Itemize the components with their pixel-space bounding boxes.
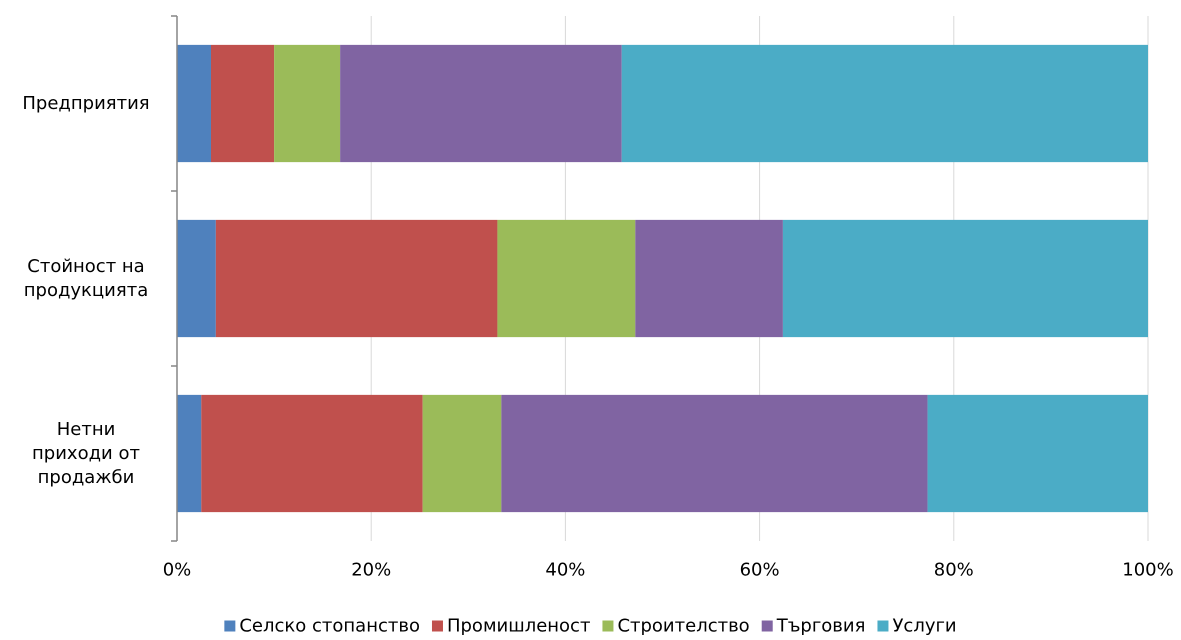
- legend-swatch: [877, 620, 889, 632]
- bar-segment: [215, 219, 498, 338]
- category-label: Стойност на: [27, 256, 144, 277]
- category-labels: Предприятия Стойност на продукцията Нетни пр…: [22, 93, 149, 488]
- bar-segment: [422, 394, 502, 513]
- category-label: приходи от: [32, 443, 140, 464]
- bar-segment: [927, 394, 1148, 513]
- legend-label: Търговия: [776, 616, 866, 637]
- axes-group: [171, 15, 178, 542]
- bar-segment: [621, 44, 1148, 163]
- bar-segment: [782, 219, 1148, 338]
- bar-segment: [177, 44, 211, 163]
- bars-group: [177, 44, 1148, 513]
- bar-segment: [501, 394, 928, 513]
- bar-segment: [497, 219, 636, 338]
- legend: Селско стопанство Промишленост Строителств…: [224, 616, 957, 637]
- bar-segment: [177, 394, 202, 513]
- bar-segment: [201, 394, 423, 513]
- x-tick-label: 20%: [351, 560, 391, 581]
- legend-swatch: [431, 620, 443, 632]
- x-tick-label: 60%: [740, 560, 780, 581]
- category-label: Нетни: [57, 419, 116, 440]
- legend-label: Промишленост: [447, 616, 590, 637]
- x-tick-label: 40%: [545, 560, 585, 581]
- x-tick-label: 80%: [934, 560, 974, 581]
- bar-segment: [635, 219, 783, 338]
- legend-label: Селско стопанство: [239, 616, 420, 637]
- legend-swatch: [761, 620, 773, 632]
- bar-segment: [210, 44, 275, 163]
- legend-label: Услуги: [892, 616, 956, 637]
- bar-segment: [274, 44, 341, 163]
- category-label: Предприятия: [22, 93, 149, 114]
- x-tick-label: 0%: [163, 560, 192, 581]
- x-tick-labels: 0% 20% 40% 60% 80% 100%: [163, 560, 1174, 581]
- legend-swatch: [224, 620, 236, 632]
- category-label: продукцията: [24, 280, 148, 301]
- legend-swatch: [602, 620, 614, 632]
- bar-segment: [177, 219, 216, 338]
- legend-label: Строителство: [617, 616, 749, 637]
- category-label: продажби: [38, 467, 135, 488]
- bar-segment: [340, 44, 622, 163]
- x-tick-label: 100%: [1122, 560, 1173, 581]
